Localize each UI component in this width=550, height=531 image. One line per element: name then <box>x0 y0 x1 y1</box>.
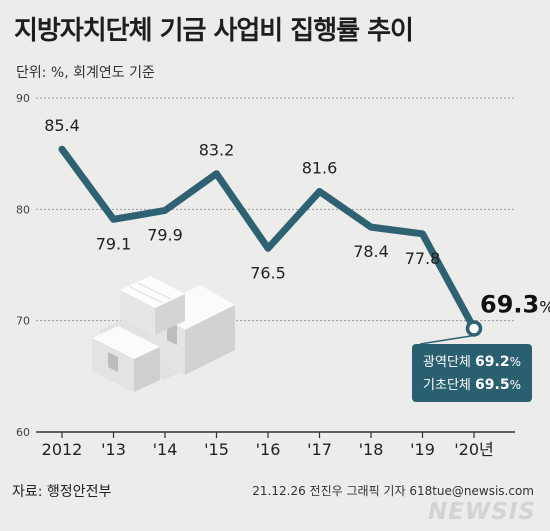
callout-item: 광역단체 69.2% <box>423 354 521 370</box>
callout-box: 광역단체 69.2%기초단체 69.5% <box>412 334 532 402</box>
y-tick-label-70: 70 <box>16 315 30 328</box>
callout-bg <box>412 344 532 402</box>
series-polyline <box>58 145 478 332</box>
y-tick-label-60: 60 <box>16 426 30 439</box>
x-tick-label: '20년 <box>454 440 493 459</box>
y-tick-label-80: 80 <box>16 203 30 216</box>
value-label: 78.4 <box>353 242 389 261</box>
x-tick-label: '13 <box>101 440 126 459</box>
callout-item-unit: % <box>510 378 521 392</box>
callout-item-label: 광역단체 <box>423 355 475 370</box>
box-small-icon <box>92 326 160 392</box>
x-tick-label: '15 <box>204 440 229 459</box>
x-tick-label: '14 <box>153 440 178 459</box>
chart-title: 지방자치단체 기금 사업비 집행률 추이 <box>14 16 414 46</box>
final-value-unit: % <box>539 297 550 316</box>
box-stack-illustration <box>92 276 235 392</box>
source-note: 자료: 행정안전부 <box>12 484 112 500</box>
series-line <box>58 145 483 337</box>
value-label: 83.2 <box>199 141 235 160</box>
y-axis: 60 70 80 90 <box>16 92 515 439</box>
callout-item-label: 기초단체 <box>423 378 475 393</box>
value-label: 85.4 <box>44 116 80 135</box>
x-tick-label: '17 <box>307 440 332 459</box>
final-value-label: 69.3% <box>480 290 550 318</box>
value-label: 81.6 <box>302 159 338 178</box>
last-point-marker <box>465 320 483 337</box>
newsis-logo: NEWSIS <box>427 499 536 525</box>
x-tick-label: '16 <box>256 440 281 459</box>
unit-note: 단위: %, 회계연도 기준 <box>16 65 155 81</box>
x-axis: 2012 '13 '14 '15 '16 '17 '18 '19 '20년 <box>42 432 494 459</box>
value-label: 79.9 <box>147 225 183 244</box>
callout-item-value: 69.5 <box>475 377 510 393</box>
credit-note: 21.12.26 전진우 그래픽 기자 618tue@newsis.com <box>252 484 534 498</box>
box-top-icon <box>120 276 185 335</box>
callout-leader <box>419 334 475 345</box>
x-tick-label: 2012 <box>42 440 83 459</box>
x-tick-label: '19 <box>410 440 435 459</box>
y-tick-label-90: 90 <box>16 92 30 105</box>
value-labels: 85.4 79.1 79.9 83.2 76.5 81.6 78.4 77.8 69.3% <box>44 116 550 318</box>
value-label: 79.1 <box>96 234 132 253</box>
callout-item: 기초단체 69.5% <box>423 377 521 393</box>
callout-item-unit: % <box>510 355 521 369</box>
value-label: 76.5 <box>250 263 286 282</box>
callout-item-value: 69.2 <box>475 354 510 370</box>
value-label: 77.8 <box>405 249 441 268</box>
x-tick-label: '18 <box>359 440 384 459</box>
